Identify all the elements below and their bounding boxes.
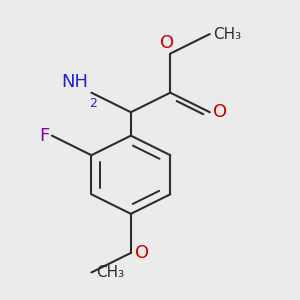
Text: CH₃: CH₃ — [96, 265, 124, 280]
Text: O: O — [213, 103, 227, 121]
Text: O: O — [135, 244, 149, 262]
Text: O: O — [160, 34, 174, 52]
Text: F: F — [39, 127, 49, 145]
Text: 2: 2 — [89, 97, 97, 110]
Text: CH₃: CH₃ — [213, 26, 241, 41]
Text: NH: NH — [61, 74, 88, 92]
